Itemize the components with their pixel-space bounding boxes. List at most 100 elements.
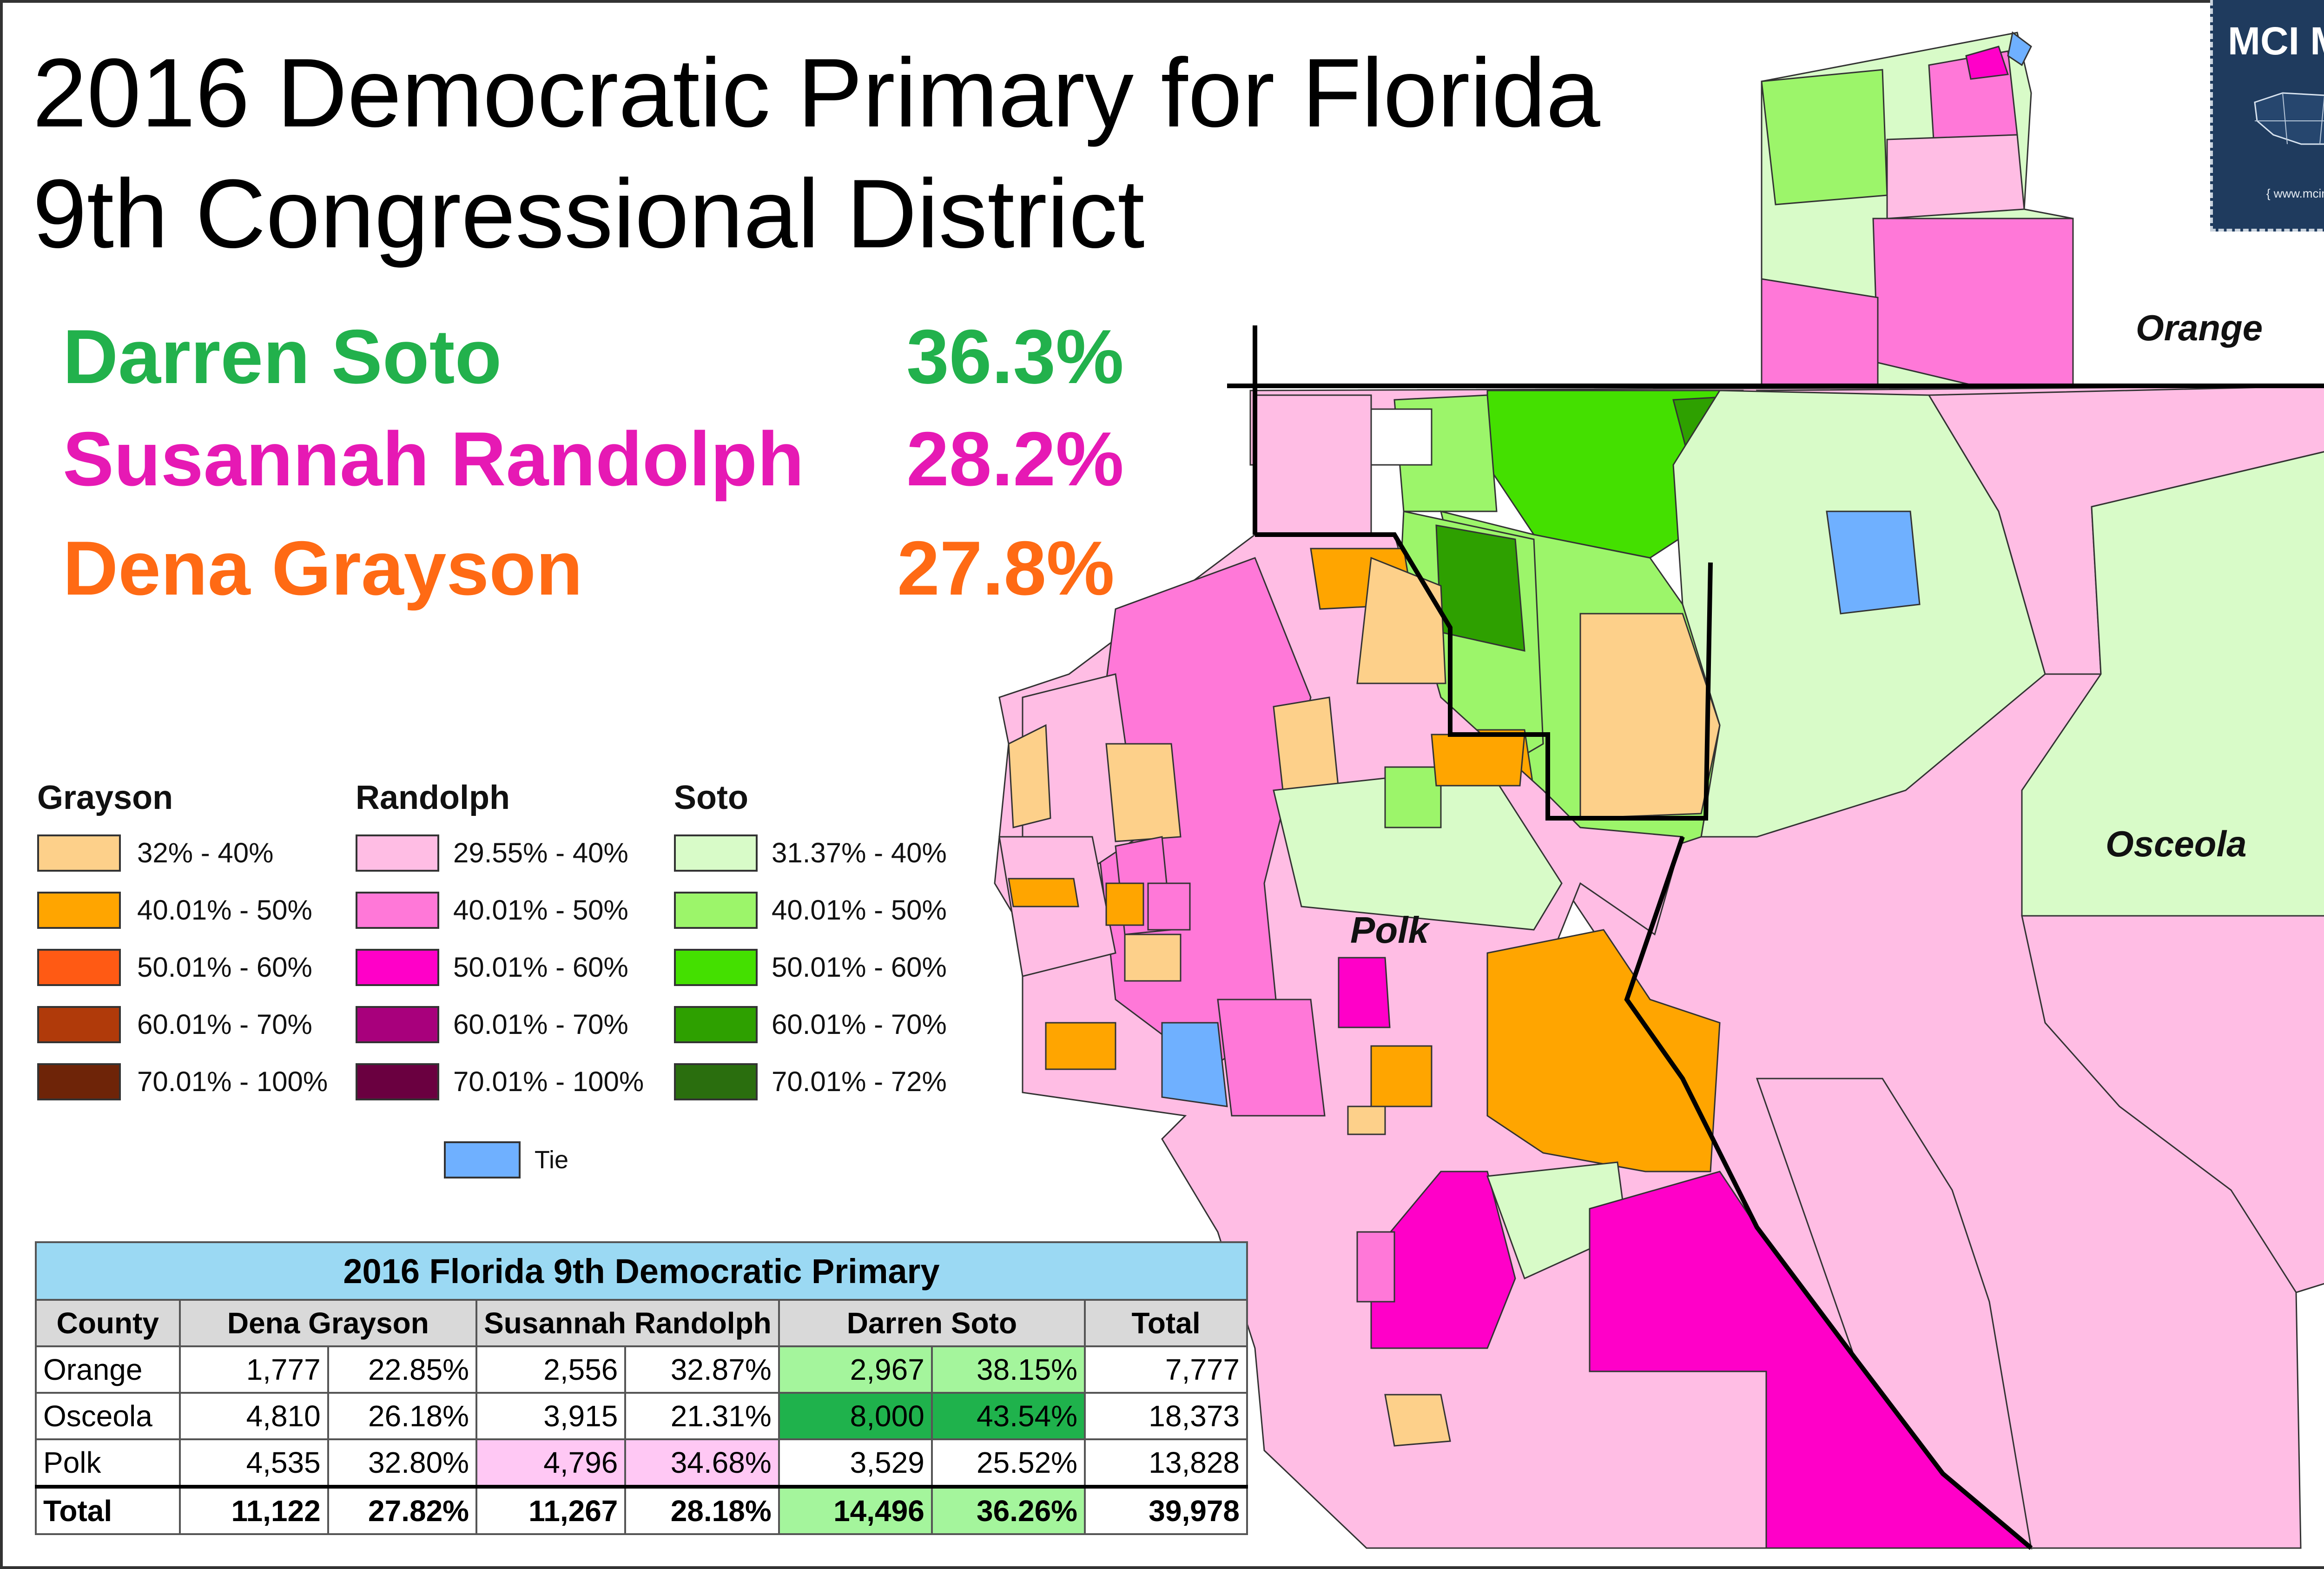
cell-randolph-votes: 2,556	[475, 1345, 627, 1394]
table-caption: 2016 Florida 9th Democratic Primary	[35, 1241, 1248, 1301]
cell-grayson-pct: 27.82%	[327, 1485, 478, 1535]
legend-label-grayson-2: 40.01% - 50%	[137, 894, 312, 926]
cell-soto-votes: 14,496	[778, 1485, 933, 1535]
candidate-pct-randolph: 28.2%	[906, 416, 1124, 502]
cell-grayson-pct: 32.80%	[327, 1438, 478, 1488]
cell-soto-votes: 8,000	[778, 1392, 933, 1440]
header-soto: Darren Soto	[778, 1299, 1086, 1347]
legend-label-randolph-3: 50.01% - 60%	[453, 952, 628, 983]
candidate-name-randolph: Susannah Randolph	[63, 416, 805, 502]
cell-randolph-pct: 21.31%	[624, 1392, 780, 1440]
legend-label-soto-2: 40.01% - 50%	[772, 894, 947, 926]
county-boundaries	[1227, 325, 2324, 1550]
legend-label-grayson-4: 60.01% - 70%	[137, 1009, 312, 1040]
results-table: 2016 Florida 9th Democratic Primary Coun…	[35, 1241, 1248, 1535]
county-label-osceola: Osceola	[2106, 823, 2247, 864]
county-label-polk: Polk	[1350, 909, 1429, 951]
cell-total: 39,978	[1084, 1485, 1248, 1535]
table-body: Orange 1,777 22.85% 2,556 32.87% 2,967 38.15% 7…	[35, 1345, 1248, 1535]
legend-swatch-grayson-3	[37, 949, 121, 986]
cell-randolph-votes: 11,267	[475, 1485, 627, 1535]
cell-county: Polk	[35, 1438, 181, 1488]
legend-label-randolph-1: 29.55% - 40%	[453, 837, 628, 868]
legend-swatch-grayson-5	[37, 1063, 121, 1100]
logo-title: MCI MAPS	[2228, 19, 2324, 63]
cell-soto-votes: 3,529	[778, 1438, 933, 1488]
cell-county: Osceola	[35, 1392, 181, 1440]
legend-swatch-grayson-1	[37, 834, 121, 872]
cell-soto-pct: 43.54%	[931, 1392, 1086, 1440]
legend-swatch-soto-1	[674, 834, 758, 872]
legend-label-tie: Tie	[535, 1146, 569, 1174]
legend-swatch-soto-4	[674, 1006, 758, 1043]
cell-grayson-pct: 22.85%	[327, 1345, 478, 1394]
legend-label-grayson-3: 50.01% - 60%	[137, 952, 312, 983]
header-total: Total	[1084, 1299, 1248, 1347]
legend-swatch-grayson-2	[37, 892, 121, 929]
legend-swatch-randolph-3	[356, 949, 439, 986]
legend-swatch-randolph-1	[356, 834, 439, 872]
legend-label-soto-4: 60.01% - 70%	[772, 1009, 947, 1040]
cell-randolph-pct: 32.87%	[624, 1345, 780, 1394]
cell-grayson-votes: 4,810	[178, 1392, 329, 1440]
logo-url: { www.mcimaps.com }	[2266, 186, 2324, 200]
legend-swatch-randolph-4	[356, 1006, 439, 1043]
legend-swatch-randolph-5	[356, 1063, 439, 1100]
title-line-2: 9th Congressional District	[33, 159, 1145, 268]
table-row: Osceola 4,810 26.18% 3,915 21.31% 8,000 43.54%…	[35, 1392, 1248, 1440]
header-randolph: Susannah Randolph	[475, 1299, 780, 1347]
legend-label-randolph-4: 60.01% - 70%	[453, 1009, 628, 1040]
cell-grayson-votes: 1,777	[178, 1345, 329, 1394]
cell-randolph-pct: 34.68%	[624, 1438, 780, 1488]
cell-soto-votes: 2,967	[778, 1345, 933, 1394]
cell-randolph-votes: 4,796	[475, 1438, 627, 1488]
legend-swatch-soto-5	[674, 1063, 758, 1100]
legend-label-soto-3: 50.01% - 60%	[772, 952, 947, 983]
header-county: County	[35, 1299, 181, 1347]
title-line-1: 2016 Democratic Primary for Florida	[33, 38, 1600, 147]
header-grayson: Dena Grayson	[178, 1299, 478, 1347]
legend-label-randolph-2: 40.01% - 50%	[453, 894, 628, 926]
cell-grayson-votes: 11,122	[178, 1485, 329, 1535]
us-map-icon	[2254, 92, 2324, 145]
legend-heading-grayson: Grayson	[37, 779, 173, 816]
table-row: Polk 4,535 32.80% 4,796 34.68% 3,529 25.52% 13,…	[35, 1438, 1248, 1488]
legend-label-grayson-1: 32% - 40%	[137, 837, 274, 868]
legend-swatch-soto-3	[674, 949, 758, 986]
cell-county: Total	[35, 1485, 181, 1535]
legend-swatch-tie	[444, 1141, 521, 1178]
legend-swatch-grayson-4	[37, 1006, 121, 1043]
table-total-row: Total 11,122 27.82% 11,267 28.18% 14,496 36.26…	[35, 1485, 1248, 1535]
table-header-row: County Dena Grayson Susannah Randolph Da…	[35, 1299, 1248, 1347]
cell-soto-pct: 38.15%	[931, 1345, 1086, 1394]
legend-label-soto-5: 70.01% - 72%	[772, 1066, 947, 1097]
orange-county-region	[1761, 31, 2074, 387]
county-label-orange: Orange	[2136, 307, 2263, 348]
cell-total: 13,828	[1084, 1438, 1248, 1488]
candidate-name-soto: Darren Soto	[63, 314, 502, 399]
cell-soto-pct: 36.26%	[931, 1485, 1086, 1535]
mci-maps-logo: MCI MAPS { www.mcimaps.com }	[2210, 0, 2324, 232]
cell-grayson-votes: 4,535	[178, 1438, 329, 1488]
cell-randolph-pct: 28.18%	[624, 1485, 780, 1535]
cell-county: Orange	[35, 1345, 181, 1394]
table-row: Orange 1,777 22.85% 2,556 32.87% 2,967 38.15% 7…	[35, 1345, 1248, 1394]
legend-label-randolph-5: 70.01% - 100%	[453, 1066, 644, 1097]
candidate-pct-soto: 36.3%	[906, 314, 1124, 399]
legend-label-grayson-5: 70.01% - 100%	[137, 1066, 328, 1097]
candidate-pct-grayson: 27.8%	[897, 525, 1115, 611]
cell-grayson-pct: 26.18%	[327, 1392, 478, 1440]
cell-randolph-votes: 3,915	[475, 1392, 627, 1440]
cell-soto-pct: 25.52%	[931, 1438, 1086, 1488]
cell-total: 7,777	[1084, 1345, 1248, 1394]
legend-heading-soto: Soto	[674, 779, 748, 816]
legend-label-soto-1: 31.37% - 40%	[772, 837, 947, 868]
legend-swatch-randolph-2	[356, 892, 439, 929]
osceola-county-region	[1560, 385, 2324, 1550]
legend-swatch-soto-2	[674, 892, 758, 929]
polk-county-region	[994, 534, 2034, 1549]
candidate-name-grayson: Dena Grayson	[63, 525, 583, 611]
legend-heading-randolph: Randolph	[356, 779, 510, 816]
